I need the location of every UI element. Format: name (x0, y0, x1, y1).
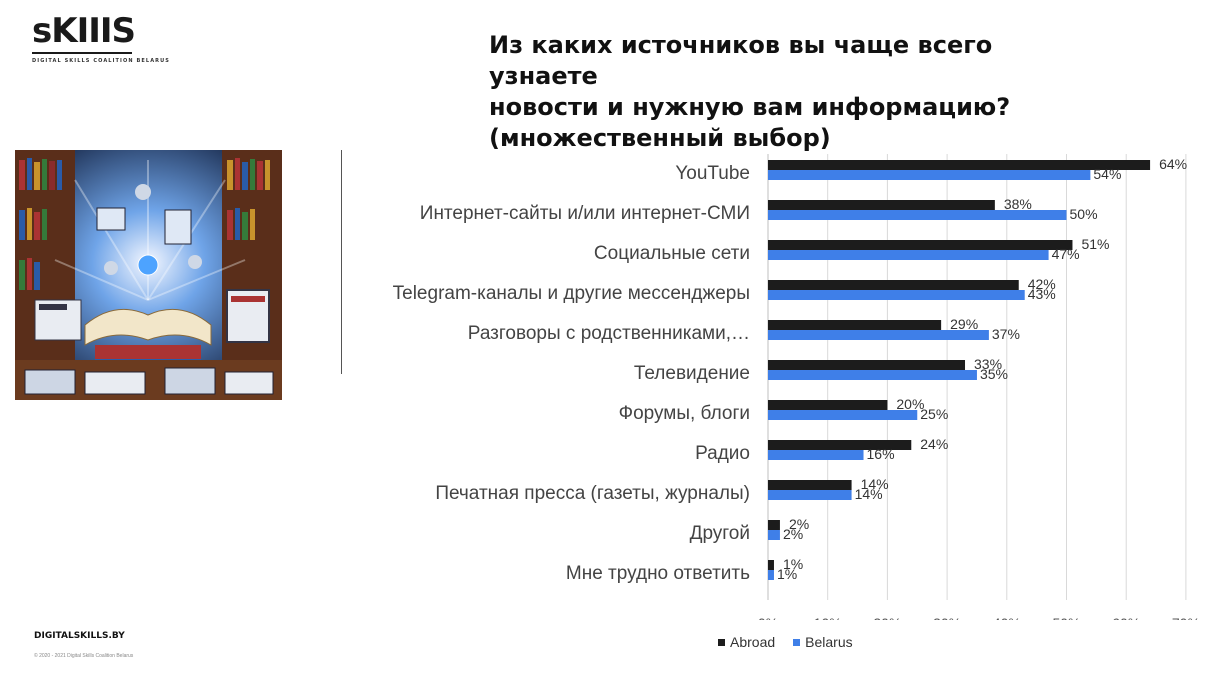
legend-item-belarus: Belarus (793, 634, 853, 650)
value-label-belarus: 14% (855, 486, 883, 502)
value-label-abroad: 29% (950, 316, 978, 332)
value-label-abroad: 14% (861, 476, 889, 492)
bookshelf-left-icon (15, 150, 75, 380)
bookshelf-right-icon (222, 150, 282, 380)
legend-swatch-belarus (793, 638, 801, 646)
title-line-3: (множественный выбор) (489, 124, 831, 152)
bar-abroad (768, 280, 1019, 290)
value-label-belarus: 54% (1093, 166, 1121, 182)
bar-belarus (768, 530, 780, 540)
news-sources-illustration (15, 150, 282, 400)
value-label-abroad: 33% (974, 356, 1002, 372)
brand-logo: sKIIIS DIGITAL SKILLS COALITION BELARUS (32, 11, 169, 70)
bar-abroad (768, 520, 780, 530)
bar-abroad (768, 240, 1073, 250)
bar-belarus (768, 410, 918, 420)
bar-abroad (768, 320, 942, 330)
footer-copyright: © 2020 - 2021 Digital Skills Coalition B… (34, 653, 134, 659)
vertical-divider (341, 150, 342, 374)
floating-devices-icon (96, 184, 202, 276)
category-label: Интернет-сайты и/или интернет-СМИ (420, 203, 750, 224)
value-label-abroad: 64% (1159, 156, 1187, 172)
value-label-belarus: 2% (783, 526, 803, 542)
category-label: Форумы, блоги (619, 403, 750, 424)
value-label-belarus: 1% (777, 566, 797, 582)
category-label: Печатная пресса (газеты, журналы) (435, 483, 750, 504)
value-label-belarus: 37% (992, 326, 1020, 342)
bar-abroad (768, 360, 966, 370)
value-label-abroad: 1% (783, 556, 803, 572)
logo-subtitle: DIGITAL SKILLS COALITION BELARUS (32, 58, 170, 64)
bar-belarus (768, 490, 852, 500)
bar-chart: 0% 10% 20% 30% 40% 50% 60% 70% YouTube 64% 54% Инте… (393, 154, 1200, 620)
x-tick-label: 70% (1172, 615, 1200, 620)
bar-belarus (768, 570, 774, 580)
x-tick-label: 10% (814, 615, 842, 620)
bar-abroad (768, 480, 852, 490)
slide-title: Из каких источников вы чаще всего узнает… (489, 30, 1109, 154)
x-tick-label: 60% (1112, 615, 1140, 620)
category-label: Telegram-каналы и другие мессенджеры (393, 283, 750, 304)
value-label-abroad: 2% (789, 516, 809, 532)
logo-wordmark: sKIIIS (32, 11, 136, 51)
x-tick-label: 20% (873, 615, 901, 620)
bar-belarus (768, 370, 977, 380)
bar-belarus (768, 450, 864, 460)
desk-devices-icon (24, 367, 274, 395)
value-label-belarus: 16% (867, 446, 895, 462)
bar-belarus (768, 290, 1025, 300)
value-label-belarus: 50% (1070, 206, 1098, 222)
bar-abroad (768, 200, 995, 210)
tablet-right-icon (226, 289, 270, 343)
legend-swatch-abroad (718, 638, 725, 646)
bar-abroad (768, 560, 774, 570)
value-label-belarus: 47% (1052, 246, 1080, 262)
bar-belarus (768, 250, 1049, 260)
bar-abroad (768, 440, 912, 450)
title-line-1: Из каких источников вы чаще всего узнает… (489, 31, 993, 90)
category-label: Другой (690, 523, 750, 544)
footer-website: DIGITALSKILLS.BY (34, 631, 125, 641)
value-label-belarus: 25% (920, 406, 948, 422)
logo-underline (32, 52, 132, 54)
value-label-abroad: 42% (1028, 276, 1056, 292)
category-label: Радио (695, 443, 750, 464)
chart-legend: Abroad Belarus (718, 634, 853, 650)
category-label: YouTube (675, 163, 750, 184)
category-label: Мне трудно ответить (566, 563, 750, 584)
value-label-belarus: 35% (980, 366, 1008, 382)
value-label-belarus: 43% (1028, 286, 1056, 302)
category-label: Телевидение (634, 363, 750, 384)
legend-label-abroad: Abroad (730, 634, 776, 650)
bar-abroad (768, 400, 888, 410)
value-label-abroad: 24% (920, 436, 948, 452)
x-tick-label: 30% (933, 615, 961, 620)
bar-belarus (768, 210, 1067, 220)
legend-label-belarus: Belarus (805, 634, 853, 650)
bar-abroad (768, 160, 1151, 170)
legend-item-abroad: Abroad (718, 634, 775, 650)
title-line-2: новости и нужную вам информацию? (489, 93, 1011, 121)
value-label-abroad: 20% (896, 396, 924, 412)
x-tick-label: 0% (758, 615, 778, 620)
bar-belarus (768, 170, 1091, 180)
x-tick-label: 40% (993, 615, 1021, 620)
newspaper-left-icon (34, 299, 82, 341)
light-rays (54, 160, 246, 301)
value-label-abroad: 51% (1081, 236, 1109, 252)
category-label: Социальные сети (594, 243, 750, 264)
x-tick-label: 50% (1052, 615, 1080, 620)
bar-belarus (768, 330, 989, 340)
category-label: Разговоры с родственниками,… (468, 323, 750, 344)
value-label-abroad: 38% (1004, 196, 1032, 212)
